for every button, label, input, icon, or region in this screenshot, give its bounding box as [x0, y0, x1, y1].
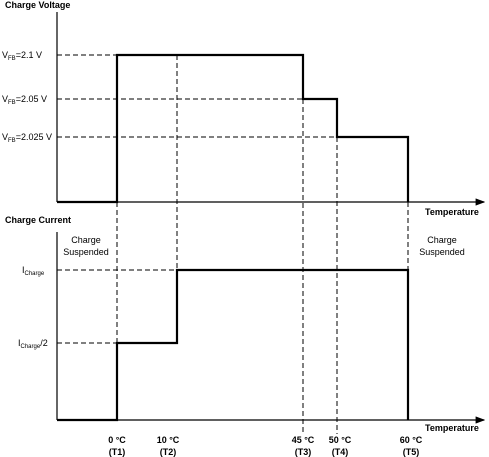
temp-name: (T2) [160, 447, 177, 457]
voltage-title: Charge Voltage [5, 0, 70, 10]
region-label: Charge [427, 235, 457, 245]
level-label: ICharge [22, 265, 45, 277]
level-label: VFB=2.05 V [2, 94, 47, 106]
region-label: Suspended [419, 247, 465, 257]
current-waveform [57, 268, 410, 422]
temp-name: (T4) [332, 447, 349, 457]
region-label: Charge [71, 235, 101, 245]
temp-label: 60 °C [400, 435, 423, 445]
temp-label: 0 °C [108, 435, 126, 445]
temp-label: 10 °C [157, 435, 180, 445]
axis-label: Temperature [425, 207, 479, 217]
voltage-waveform [57, 53, 410, 204]
temp-name: (T3) [295, 447, 312, 457]
temp-name: (T5) [403, 447, 420, 457]
temp-label: 50 °C [329, 435, 352, 445]
temp-name: (T1) [109, 447, 126, 457]
level-label: ICharge/2 [18, 338, 48, 350]
temp-label: 45 °C [292, 435, 315, 445]
axis-label: Temperature [425, 423, 479, 433]
region-label: Suspended [63, 247, 109, 257]
current-title: Charge Current [5, 215, 71, 225]
level-label: VFB=2.025 V [2, 132, 52, 144]
level-label: VFB=2.1 V [2, 50, 42, 62]
